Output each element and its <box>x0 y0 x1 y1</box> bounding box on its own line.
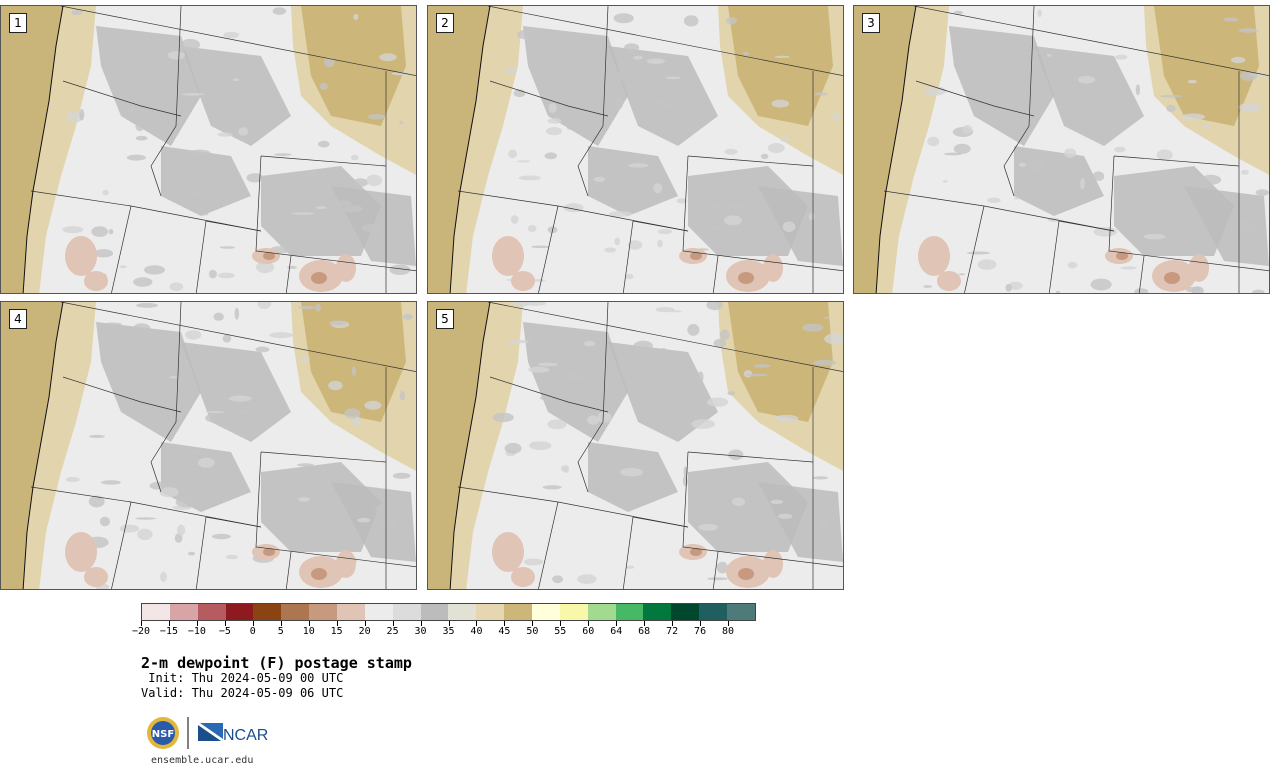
init-time: Init: Thu 2024-05-09 00 UTC <box>141 671 344 685</box>
colorbar-tick-label: 35 <box>442 626 455 637</box>
dewpoint-map <box>1 302 416 589</box>
colorbar-tick-label: 60 <box>582 626 595 637</box>
colorbar-tick <box>560 621 562 626</box>
colorbar-tick <box>168 621 170 626</box>
colorbar-tick-label: 10 <box>302 626 315 637</box>
ocean-shading <box>1 302 63 589</box>
dewpoint-map <box>428 6 843 293</box>
colorbar-tick <box>588 621 590 626</box>
colorbar-swatch <box>309 604 338 620</box>
colorbar-swatch <box>225 604 254 620</box>
colorbar-tick-label: 50 <box>526 626 539 637</box>
nsf-ncar-logo: NSF NCAR <box>147 717 268 749</box>
colorbar-tick <box>616 621 618 626</box>
panel-number: 4 <box>9 309 27 329</box>
panel-number: 5 <box>436 309 454 329</box>
colorbar-tick-label: −5 <box>218 626 231 637</box>
colorbar-tick-label: 64 <box>610 626 623 637</box>
colorbar-tick <box>672 621 674 626</box>
ocean-shading <box>854 6 916 293</box>
panel-number: 3 <box>862 13 880 33</box>
colorbar-swatch <box>671 604 700 620</box>
colorbar-swatch <box>587 604 616 620</box>
colorbar-tick-label: 5 <box>277 626 284 637</box>
member-panel-5: 5 <box>427 301 844 590</box>
member-panel-3: 3 <box>853 5 1270 294</box>
colorbar-tick <box>196 621 198 626</box>
nsf-text: NSF <box>152 729 174 740</box>
colorbar-tick <box>392 621 394 626</box>
colorbar-tick <box>644 621 646 626</box>
panel-number: 2 <box>436 13 454 33</box>
colorbar-swatch <box>699 604 728 620</box>
member-panel-4: 4 <box>0 301 417 590</box>
colorbar-swatch <box>197 604 226 620</box>
colorbar-tick <box>224 621 226 626</box>
colorbar-ticks: −20 −15 −10 −5 0 5 10 15 20 25 30 35 40 45 50 55 60 64 68 7… <box>132 621 756 641</box>
colorbar-tick-label: 40 <box>470 626 483 637</box>
colorbar-swatch <box>504 604 533 620</box>
colorbar-tick-label: 80 <box>722 626 735 637</box>
colorbar-tick-label: −20 <box>131 626 151 637</box>
colorbar-swatch <box>392 604 421 620</box>
colorbar-swatch <box>643 604 672 620</box>
colorbar-swatch <box>615 604 644 620</box>
colorbar-tick-label: 55 <box>554 626 567 637</box>
dewpoint-map <box>428 302 843 589</box>
colorbar-tick-label: 0 <box>249 626 256 637</box>
colorbar-tick-label: 45 <box>498 626 511 637</box>
colorbar-tick <box>476 621 478 626</box>
member-panel-2: 2 <box>427 5 844 294</box>
colorbar-tick <box>448 621 450 626</box>
colorbar-tick-label: 25 <box>386 626 399 637</box>
colorbar-tick <box>532 621 534 626</box>
colorbar <box>141 603 756 621</box>
colorbar-tick <box>420 621 422 626</box>
colorbar-tick <box>308 621 310 626</box>
ocean-shading <box>428 6 490 293</box>
dewpoint-map <box>1 6 416 293</box>
chart-title: 2-m dewpoint (F) postage stamp <box>141 654 412 672</box>
colorbar-swatch <box>337 604 365 620</box>
colorbar-tick-label: 68 <box>638 626 651 637</box>
ncar-mark-icon <box>198 725 221 741</box>
member-panel-1: 1 <box>0 5 417 294</box>
colorbar-tick <box>280 621 282 626</box>
colorbar-tick-label: 20 <box>358 626 371 637</box>
colorbar-swatch <box>476 604 505 620</box>
colorbar-tick <box>504 621 506 626</box>
colorbar-tick-label: −15 <box>159 626 178 637</box>
colorbar-swatch <box>727 604 755 620</box>
colorbar-swatch <box>532 604 560 620</box>
colorbar-tick <box>364 621 366 626</box>
colorbar-tick-label: −10 <box>187 626 206 637</box>
valid-time: Valid: Thu 2024-05-09 06 UTC <box>141 686 344 700</box>
colorbar-swatch <box>364 604 393 620</box>
colorbar-swatch <box>253 604 282 620</box>
colorbar-swatch <box>142 604 170 620</box>
dewpoint-map <box>854 6 1269 293</box>
colorbar-swatch <box>448 604 477 620</box>
colorbar-tick-label: 72 <box>666 626 679 637</box>
panel-number: 1 <box>9 13 27 33</box>
colorbar-tick <box>252 621 254 626</box>
ncar-text: NCAR <box>223 727 268 744</box>
colorbar-tick-label: 30 <box>414 626 427 637</box>
colorbar-swatch <box>559 604 588 620</box>
colorbar-tick-label: 76 <box>694 626 707 637</box>
site-url: ensemble.ucar.edu <box>151 755 254 766</box>
colorbar-tick-label: 15 <box>330 626 343 637</box>
ocean-shading <box>1 6 63 293</box>
colorbar-swatch <box>169 604 198 620</box>
ocean-shading <box>428 302 490 589</box>
nsf-globe-icon <box>151 721 175 745</box>
colorbar-swatch <box>281 604 310 620</box>
colorbar-swatch <box>420 604 449 620</box>
colorbar-tick <box>336 621 338 626</box>
colorbar-tick <box>700 621 702 626</box>
colorbar-tick <box>728 621 730 626</box>
colorbar-tick <box>141 621 142 626</box>
